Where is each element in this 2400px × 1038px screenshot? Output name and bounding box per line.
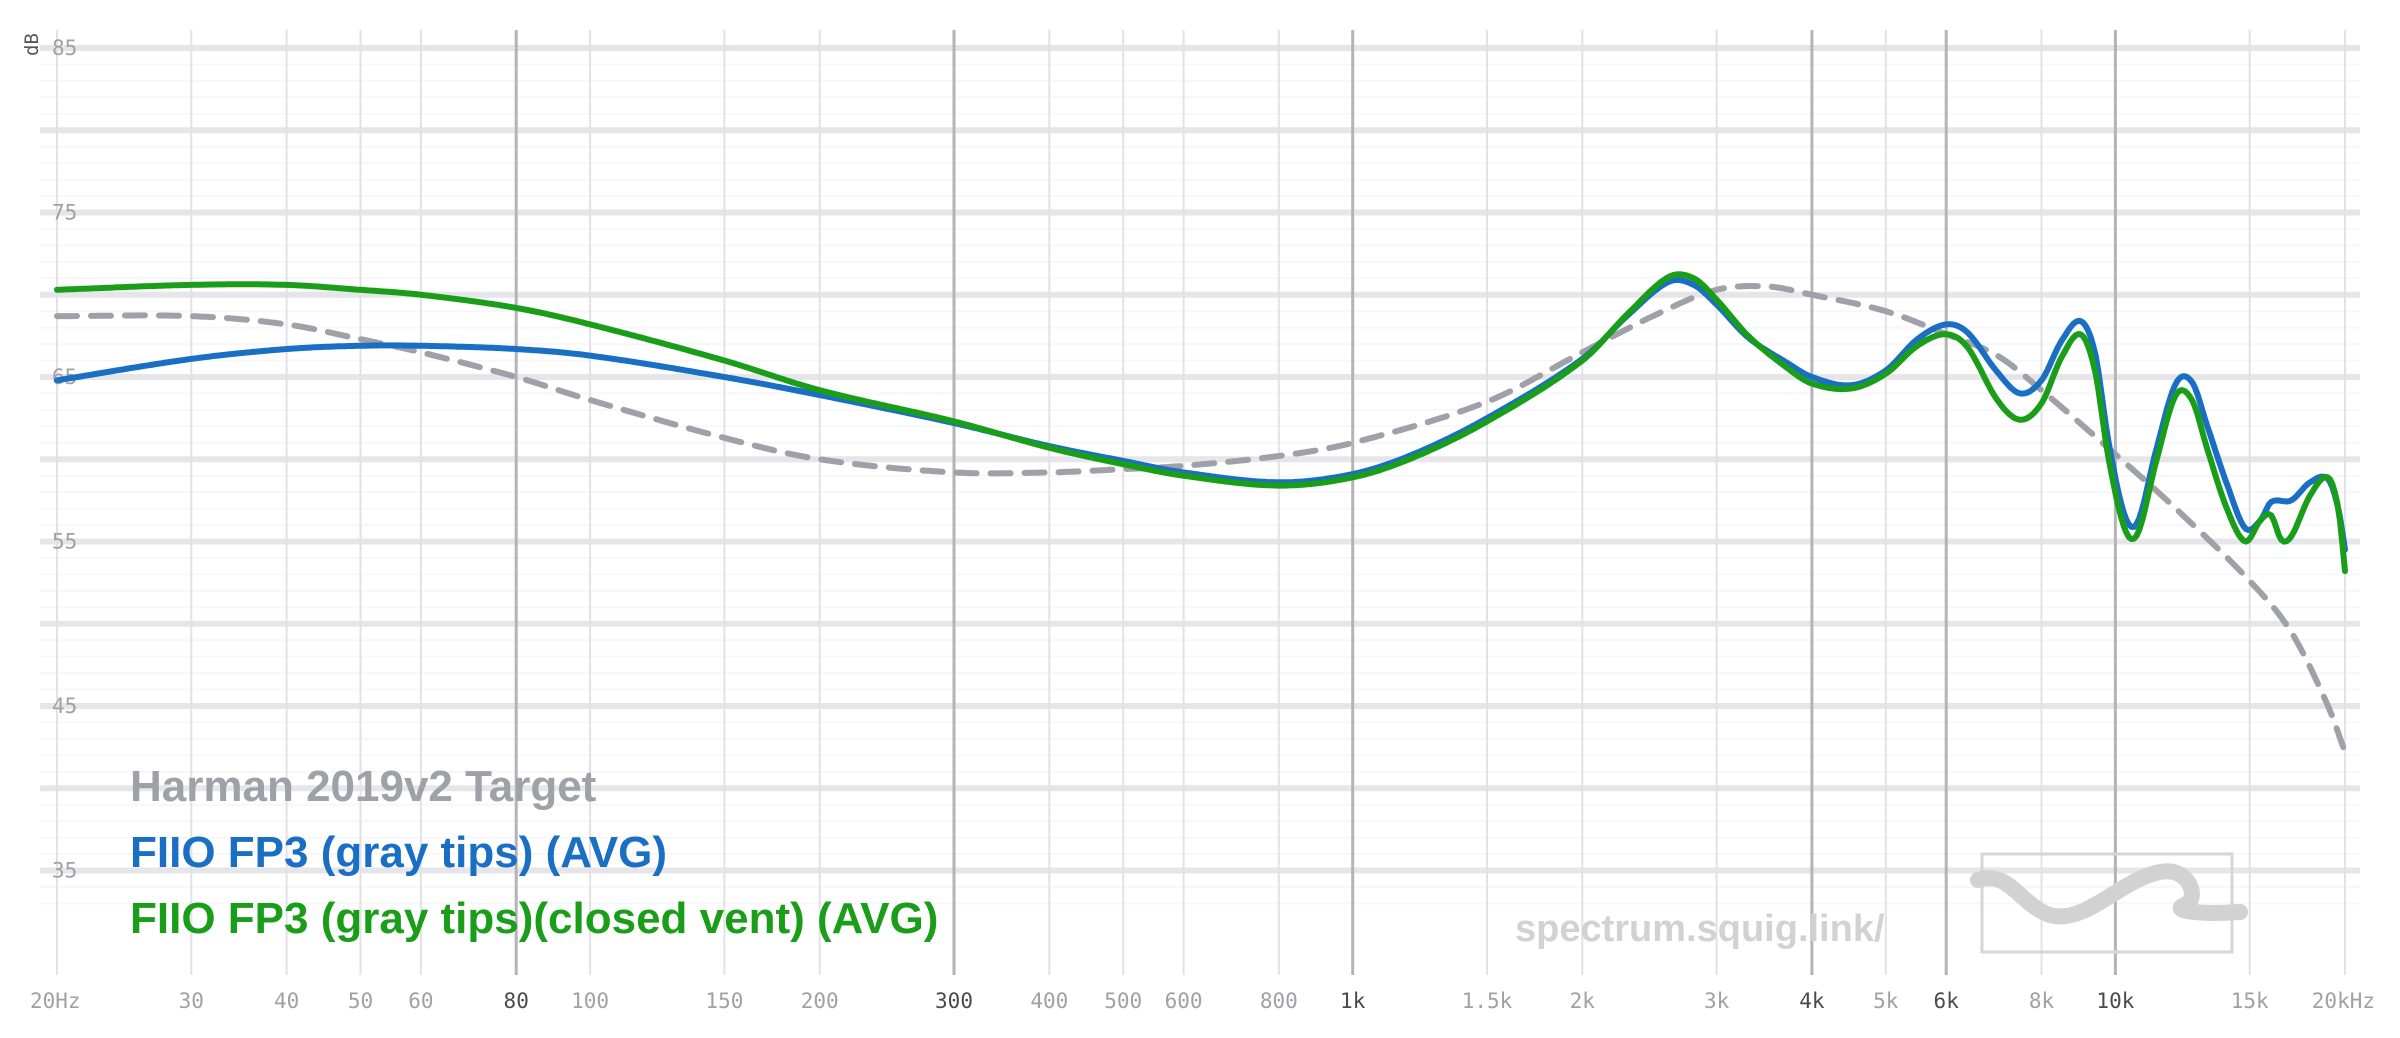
- series-lines: [54, 271, 2348, 756]
- watermark-text: spectrum.squig.link/: [1515, 908, 1885, 950]
- x-tick-label: 1k: [1340, 989, 1366, 1013]
- x-gridlines: [56, 30, 2346, 975]
- x-tick-label: 4k: [1799, 989, 1825, 1013]
- x-tick-label: 20kHz: [2312, 989, 2375, 1013]
- x-tick-label: 150: [705, 989, 743, 1013]
- x-tick-label: 600: [1165, 989, 1203, 1013]
- x-tick-label: 8k: [2029, 989, 2055, 1013]
- x-tick-label: 6k: [1934, 989, 1960, 1013]
- series-line-gray-tips-curve: [54, 276, 2348, 553]
- x-tick-label: 800: [1260, 989, 1298, 1013]
- legend-item-gray-tips: FIIO FP3 (gray tips) (AVG): [130, 828, 667, 877]
- x-axis-tick-labels: 20Hz 30 40 50 60 80 100 150 200 300 400 500 600 800 1k…: [30, 989, 2375, 1013]
- y-tick-label: 75: [52, 201, 77, 225]
- y-tick-label: 85: [52, 36, 77, 60]
- legend-item-target: Harman 2019v2 Target: [130, 762, 597, 811]
- y-gridlines: [40, 45, 2360, 905]
- x-tick-label: 20Hz: [30, 989, 81, 1013]
- legend-item-closed-vent: FIIO FP3 (gray tips)(closed vent) (AVG): [130, 894, 938, 943]
- x-tick-label: 30: [179, 989, 204, 1013]
- squiggle-logo-icon: [1970, 852, 2248, 954]
- x-tick-label: 40: [274, 989, 299, 1013]
- x-tick-label: 100: [571, 989, 609, 1013]
- x-tick-label: 60: [408, 989, 433, 1013]
- x-tick-label: 500: [1104, 989, 1142, 1013]
- x-tick-label: 50: [348, 989, 373, 1013]
- watermark: spectrum.squig.link/: [1515, 852, 2248, 954]
- legend: Harman 2019v2 Target FIIO FP3 (gray tips…: [130, 762, 938, 943]
- x-tick-label: 2k: [1570, 989, 1596, 1013]
- y-axis-unit-label: dB: [21, 33, 43, 56]
- x-tick-label: 300: [935, 989, 973, 1013]
- series-line-closed-vent-curve: [54, 271, 2348, 575]
- x-tick-label: 1.5k: [1462, 989, 1513, 1013]
- x-tick-label: 15k: [2231, 989, 2269, 1013]
- y-tick-label: 35: [52, 859, 77, 883]
- x-tick-label: 400: [1030, 989, 1068, 1013]
- series-line-target-curve: [54, 283, 2348, 756]
- x-tick-label: 200: [801, 989, 839, 1013]
- x-tick-label: 5k: [1873, 989, 1899, 1013]
- x-tick-label: 80: [504, 989, 529, 1013]
- x-tick-label: 10k: [2096, 989, 2134, 1013]
- y-tick-label: 45: [52, 694, 77, 718]
- x-tick-label: 3k: [1704, 989, 1730, 1013]
- y-tick-label: 55: [52, 530, 77, 554]
